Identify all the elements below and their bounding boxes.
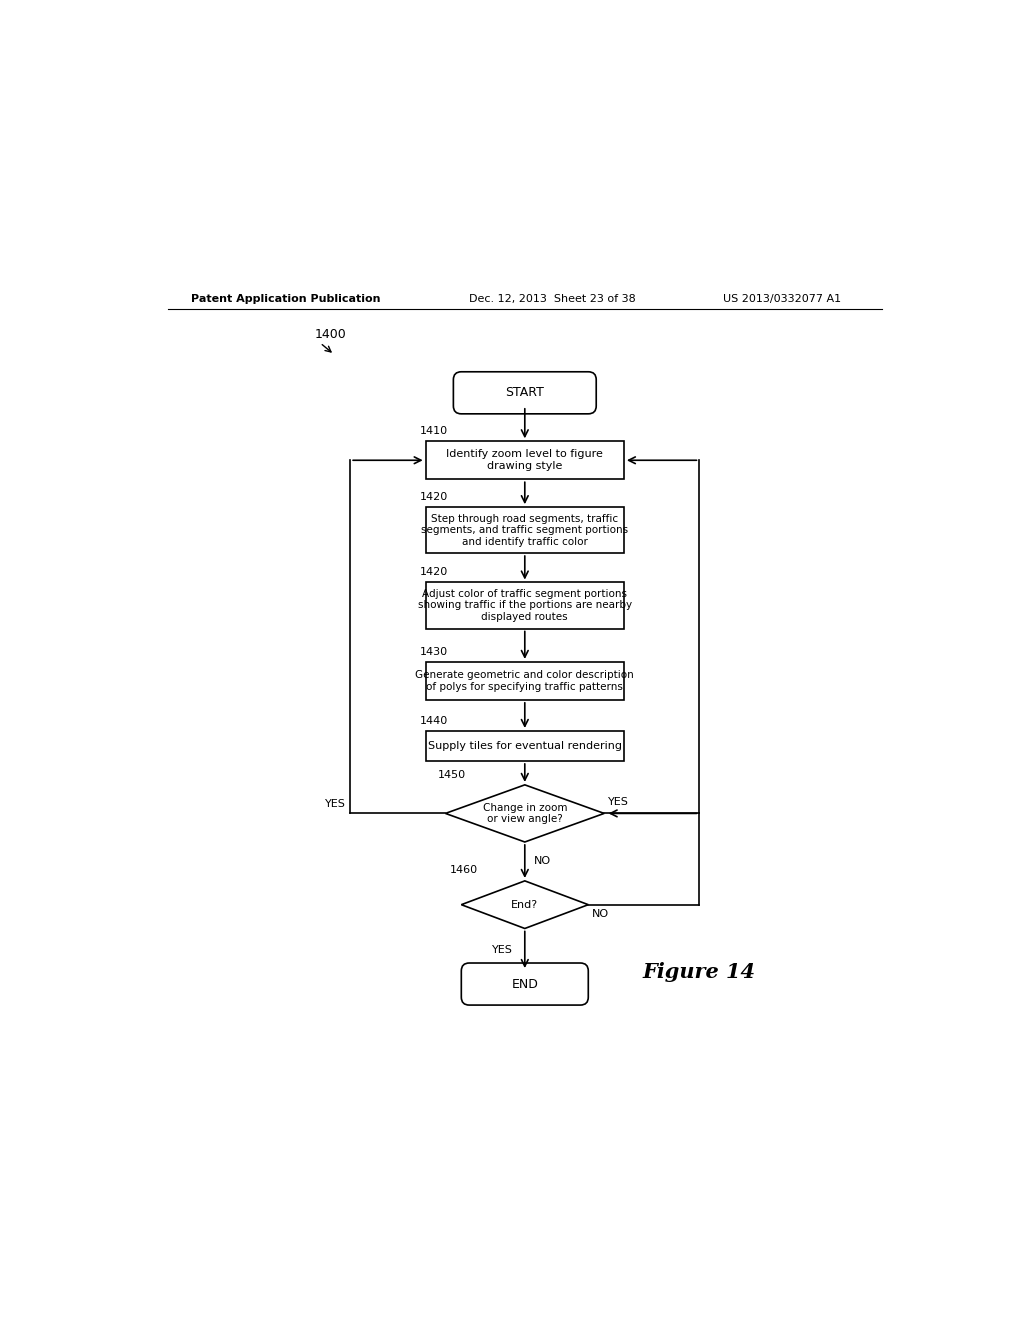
Text: Dec. 12, 2013  Sheet 23 of 38: Dec. 12, 2013 Sheet 23 of 38: [469, 294, 636, 304]
Text: Step through road segments, traffic
segments, and traffic segment portions
and i: Step through road segments, traffic segm…: [421, 513, 629, 546]
Text: Generate geometric and color description
of polys for specifying traffic pattern: Generate geometric and color description…: [416, 671, 634, 692]
Bar: [426, 731, 624, 762]
Text: YES: YES: [608, 797, 629, 807]
Text: START: START: [506, 387, 544, 400]
Bar: [426, 507, 624, 553]
Polygon shape: [445, 785, 604, 842]
Bar: [426, 441, 624, 479]
Text: 1420: 1420: [420, 566, 449, 577]
Text: End?: End?: [511, 900, 539, 909]
Text: Figure 14: Figure 14: [643, 962, 756, 982]
Text: Change in zoom
or view angle?: Change in zoom or view angle?: [482, 803, 567, 824]
Text: 1440: 1440: [420, 717, 449, 726]
Bar: [426, 582, 624, 628]
Text: END: END: [511, 978, 539, 990]
Text: Supply tiles for eventual rendering: Supply tiles for eventual rendering: [428, 741, 622, 751]
Text: YES: YES: [326, 800, 346, 809]
Polygon shape: [461, 880, 588, 928]
Text: 1450: 1450: [437, 770, 466, 780]
Text: Patent Application Publication: Patent Application Publication: [191, 294, 381, 304]
Text: Adjust color of traffic segment portions
showing traffic if the portions are nea: Adjust color of traffic segment portions…: [418, 589, 632, 622]
Text: 1430: 1430: [420, 647, 449, 657]
Text: 1410: 1410: [420, 426, 449, 437]
Text: NO: NO: [592, 908, 609, 919]
Text: Identify zoom level to figure
drawing style: Identify zoom level to figure drawing st…: [446, 450, 603, 471]
Text: 1420: 1420: [420, 491, 449, 502]
FancyBboxPatch shape: [454, 372, 596, 414]
Text: YES: YES: [492, 945, 513, 954]
Bar: [426, 661, 624, 700]
FancyBboxPatch shape: [461, 964, 588, 1005]
Text: US 2013/0332077 A1: US 2013/0332077 A1: [723, 294, 842, 304]
Text: NO: NO: [535, 857, 552, 866]
Text: 1400: 1400: [314, 329, 346, 342]
Text: 1460: 1460: [450, 866, 477, 875]
